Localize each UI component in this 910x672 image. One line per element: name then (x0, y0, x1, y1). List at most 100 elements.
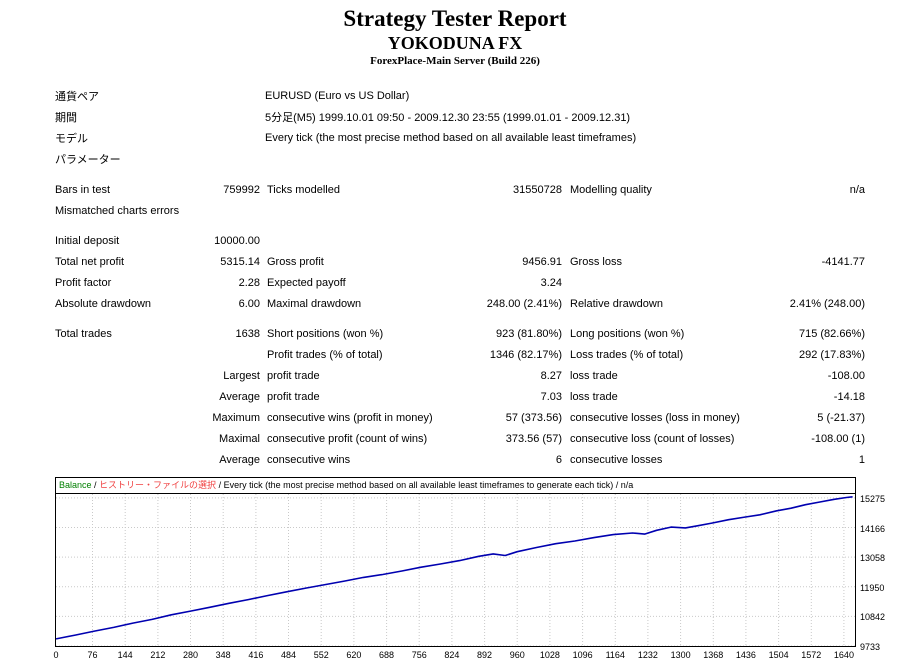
stat-value: 1 (858, 453, 865, 466)
balance-series-label: Balance (59, 480, 92, 490)
stat-value (760, 200, 865, 221)
stat-value: 5 (-21.37) (817, 411, 865, 424)
table-row: Maximum consecutive wins (profit in money… (55, 407, 865, 428)
stat-value: -4141.77 (821, 255, 865, 268)
setting-label: モデル (55, 132, 88, 145)
stat-label: loss trade (570, 390, 618, 403)
x-axis-tick-label: 76 (87, 650, 98, 660)
y-axis-tick-label: 15275 (860, 493, 886, 504)
results-table: Bars in test 759992 Ticks modelled 31550728… (55, 179, 865, 470)
stat-value: 923 (81.80%) (495, 327, 562, 340)
stat-label (260, 230, 472, 251)
stat-value: 2.41% (248.00) (789, 297, 865, 310)
stat-label: profit trade (267, 390, 320, 403)
table-row: Absolute drawdown 6.00 Maximal drawdown 248… (55, 293, 865, 314)
x-axis-tick-label: 1096 (572, 650, 593, 660)
stat-value: Average (219, 390, 260, 403)
stat-label: Profit trades (% of total) (267, 348, 383, 361)
stat-value: -108.00 (827, 369, 865, 382)
stat-label: loss trade (570, 369, 618, 382)
y-axis-tick-label: 10842 (860, 612, 886, 623)
stat-label: consecutive loss (count of losses) (570, 432, 735, 445)
x-axis-tick-label: 348 (215, 650, 231, 660)
stat-label: Absolute drawdown (55, 297, 152, 310)
stat-label (55, 344, 200, 365)
x-axis-tick-label: 212 (150, 650, 166, 660)
table-row: Profit trades (% of total) 1346 (82.17%) L… (55, 344, 865, 365)
x-axis-tick-label: 1572 (801, 650, 822, 660)
stat-label: consecutive wins (267, 453, 351, 466)
stat-label: consecutive losses (loss in money) (570, 411, 740, 424)
settings-table: 通貨ペア EURUSD (Euro vs US Dollar) 期間 5分足(M5)… (55, 85, 865, 169)
x-axis-tick-label: 1300 (670, 650, 691, 660)
stat-label: Gross profit (267, 255, 324, 268)
stat-label (562, 272, 760, 293)
stat-label (260, 200, 472, 221)
setting-value: EURUSD (Euro vs US Dollar) (265, 89, 410, 102)
stat-label: consecutive profit (count of wins) (267, 432, 428, 445)
x-axis-tick-label: 0 (53, 650, 59, 660)
stat-label: Total trades (55, 327, 112, 340)
table-row: Total net profit 5315.14 Gross profit 9456.… (55, 251, 865, 272)
stat-label: consecutive losses (570, 453, 663, 466)
stat-label: Expected payoff (267, 276, 346, 289)
stat-label (55, 428, 200, 449)
stat-value (472, 230, 562, 251)
x-axis-tick-label: 620 (346, 650, 362, 660)
stat-value: Maximum (212, 411, 260, 424)
stat-label (562, 200, 760, 221)
stat-value: -108.00 (1) (811, 432, 865, 445)
stat-value: 373.56 (57) (505, 432, 562, 445)
stat-value: 2.28 (238, 276, 260, 289)
x-axis-tick-label: 960 (509, 650, 525, 660)
x-axis-tick-label: 688 (379, 650, 395, 660)
chart-frame: Balance / ヒストリー・ファイルの選択 / Every tick (th… (55, 477, 856, 647)
chart-legend: Balance / ヒストリー・ファイルの選択 / Every tick (th… (56, 478, 855, 494)
ea-name-label: ヒストリー・ファイルの選択 (99, 480, 217, 490)
legend-separator: / (216, 480, 224, 490)
page-title: Strategy Tester Report (343, 6, 567, 31)
stat-value (472, 200, 562, 221)
stat-label: Bars in test (55, 183, 111, 196)
table-row: 期間 5分足(M5) 1999.10.01 09:50 - 2009.12.30 … (55, 106, 865, 127)
stat-label: Loss trades (% of total) (570, 348, 684, 361)
x-axis-tick-label: 1640 (833, 650, 854, 660)
x-axis-tick-label: 1368 (703, 650, 724, 660)
table-row: Total trades 1638 Short positions (won %) 9… (55, 323, 865, 344)
legend-separator: / (91, 480, 100, 490)
y-axis-tick-label: 11950 (860, 582, 885, 593)
stat-value (760, 230, 865, 251)
stat-value: Largest (223, 369, 260, 382)
section-spacer (55, 221, 865, 230)
balance-chart: Balance / ヒストリー・ファイルの選択 / Every tick (th… (0, 477, 910, 669)
x-axis-tick-label: 756 (411, 650, 427, 660)
setting-value: Every tick (the most precise method base… (265, 131, 637, 144)
stat-label (55, 449, 200, 470)
legend-separator: / (613, 480, 621, 490)
stat-label: Long positions (won %) (570, 327, 685, 340)
stat-value: 9456.91 (522, 255, 562, 268)
x-axis-tick-label: 484 (281, 650, 297, 660)
x-axis-tick-label: 144 (117, 650, 133, 660)
table-row: パラメーター (55, 148, 865, 169)
table-row: Average consecutive wins 6 consecutive loss… (55, 449, 865, 470)
stat-value (760, 272, 865, 293)
spacer-cell (55, 314, 865, 323)
setting-value (265, 148, 865, 169)
x-axis-tick-label: 1028 (539, 650, 560, 660)
table-row: Bars in test 759992 Ticks modelled 31550728… (55, 179, 865, 200)
x-axis-tick-label: 1232 (637, 650, 658, 660)
x-axis-tick-label: 416 (248, 650, 264, 660)
report-header: Strategy Tester Report YOKODUNA FX Forex… (0, 0, 910, 69)
stat-label: Maximal drawdown (267, 297, 362, 310)
stat-label: Profit factor (55, 276, 112, 289)
table-row: 通貨ペア EURUSD (Euro vs US Dollar) (55, 85, 865, 106)
stat-value: 3.24 (540, 276, 562, 289)
tick-model-note: Every tick (the most precise method base… (223, 480, 614, 490)
table-row: Profit factor 2.28 Expected payoff 3.24 (55, 272, 865, 293)
x-axis-tick-label: 280 (183, 650, 199, 660)
stat-value: 292 (17.83%) (798, 348, 865, 361)
table-row: Average profit trade 7.03 loss trade -14.18 (55, 386, 865, 407)
stat-label: Relative drawdown (570, 297, 663, 310)
